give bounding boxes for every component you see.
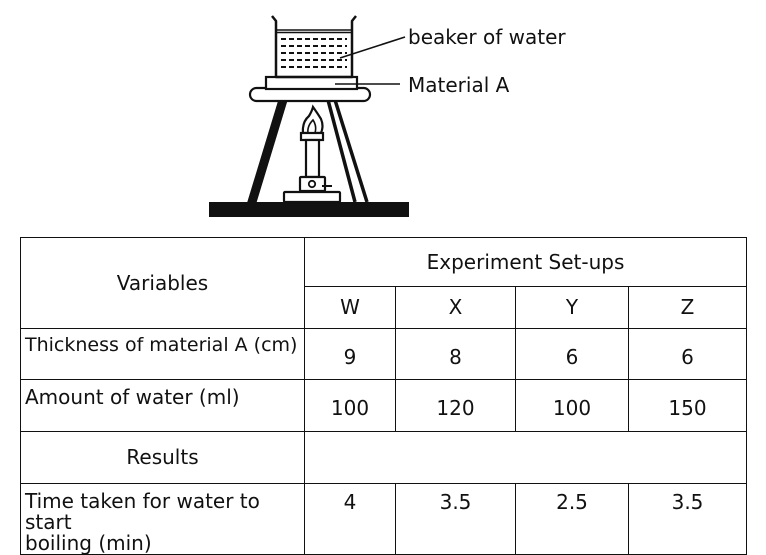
- table-row: Time taken for water to start boiling (m…: [20, 483, 748, 555]
- flame-inner: [307, 118, 317, 134]
- bunsen-burner: [282, 104, 342, 204]
- table-cell: 100: [304, 379, 396, 432]
- setup-label-z: Z: [627, 286, 748, 329]
- table-cell: 6: [515, 328, 629, 380]
- variables-header: Variables: [20, 237, 305, 329]
- burner-foot: [282, 190, 342, 204]
- table-header-row: Variables Experiment Set-ups: [20, 237, 748, 329]
- table-cell: 3.5: [395, 483, 516, 555]
- results-label: Results: [20, 431, 305, 484]
- table-cell: 8: [395, 328, 516, 380]
- row-label-thickness: Thickness of material A (cm): [20, 328, 305, 380]
- burner-tube: [304, 138, 321, 179]
- table-row: Thickness of material A (cm) 9 8 6 6: [20, 328, 748, 380]
- results-row: Results: [20, 431, 748, 484]
- beaker: [271, 15, 357, 79]
- water-level-dashes: [281, 38, 347, 68]
- row-label-boiling-time: Time taken for water to start boiling (m…: [20, 483, 305, 555]
- setup-label-x: X: [395, 286, 516, 329]
- row-label-line: boiling (min): [25, 531, 152, 555]
- setups-group-header: Experiment Set-ups: [303, 237, 748, 287]
- tripod-stand: [246, 94, 369, 208]
- results-blank-cell: [303, 431, 748, 484]
- experiment-diagram: beaker of water Material A: [209, 15, 566, 217]
- setup-label-y: Y: [515, 286, 629, 329]
- table-cell: 2.5: [515, 483, 629, 555]
- table-cell: 120: [395, 379, 516, 432]
- row-label-water: Amount of water (ml): [20, 379, 305, 432]
- table-cell: 6: [627, 328, 748, 380]
- air-hole: [307, 179, 317, 189]
- setup-labels-row: W X Y Z: [21, 286, 748, 329]
- stand-base: [209, 202, 409, 217]
- beaker-label: beaker of water: [408, 25, 566, 49]
- table-cell: 4: [304, 483, 396, 555]
- experiment-table: Variables Experiment Set-ups W X Y Z Thi…: [20, 237, 748, 555]
- table-row: Amount of water (ml) 100 120 100 150: [20, 379, 748, 432]
- material-a-label: Material A: [408, 73, 510, 97]
- table-cell: 9: [304, 328, 396, 380]
- material-a-slab: [264, 75, 359, 91]
- table-cell: 100: [515, 379, 629, 432]
- table-cell: 150: [627, 379, 748, 432]
- label-pointers: [335, 36, 406, 85]
- row-label-line: Time taken for water to start: [25, 489, 260, 534]
- setup-label-w: W: [304, 286, 396, 329]
- table-cell: 3.5: [627, 483, 748, 555]
